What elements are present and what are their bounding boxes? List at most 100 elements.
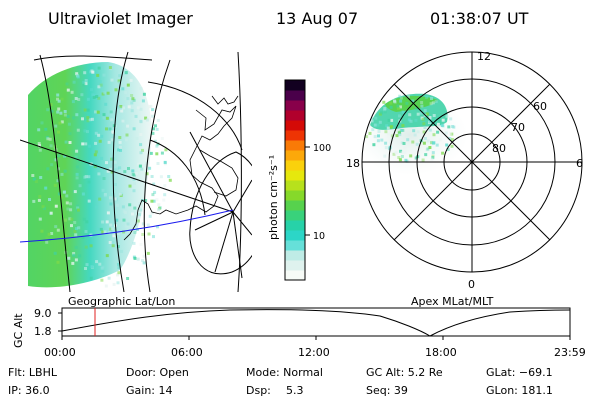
aurora-pixel	[117, 79, 121, 83]
aurora-pixel	[107, 140, 111, 144]
aurora-pixel	[376, 123, 380, 127]
meridian-line	[39, 54, 71, 292]
aurora-pixel	[41, 205, 45, 209]
aurora-pixel	[48, 137, 52, 141]
radial-line	[214, 211, 234, 273]
aurora-pixel	[53, 251, 57, 255]
aurora-pixel	[101, 230, 105, 234]
altitude-curve	[61, 309, 571, 337]
aurora-pixel	[147, 232, 151, 236]
aurora-pixel	[384, 146, 388, 150]
aurora-pixel	[425, 95, 429, 99]
aurora-pixel	[76, 128, 80, 132]
dsp-readout-value: 5.3	[286, 384, 304, 397]
aurora-pixel	[133, 256, 137, 260]
aurora-pixel	[66, 114, 70, 118]
aurora-pixel	[120, 109, 124, 113]
aurora-pixel	[86, 97, 90, 101]
altitude-y-label: GC Alt	[12, 313, 25, 348]
aurora-pixel	[430, 141, 433, 145]
aurora-pixel	[87, 180, 91, 184]
color-bar-cell	[285, 230, 305, 241]
aurora-pixel	[105, 161, 108, 165]
ground-track	[20, 209, 234, 243]
radial-line	[194, 211, 234, 231]
aurora-pixel	[71, 261, 75, 265]
aurora-pixel	[45, 135, 49, 139]
aurora-pixel	[395, 134, 399, 138]
aurora-pixel	[87, 175, 91, 179]
aurora-pixel	[56, 179, 60, 183]
aurora-pixel	[126, 83, 130, 87]
aurora-pixel	[396, 106, 400, 110]
aurora-pixel	[142, 261, 146, 265]
aurora-pixel	[164, 148, 168, 152]
aurora-pixel	[428, 128, 432, 132]
color-bar-cell	[285, 200, 305, 211]
aurora-pixel	[76, 75, 80, 79]
aurora-pixel	[49, 211, 53, 215]
aurora-pixel	[135, 171, 138, 175]
aurora-pixel	[420, 101, 424, 104]
aurora-pixel	[156, 142, 160, 146]
aurora-pixel	[94, 131, 98, 135]
altitude-x-tick-label: 00:00	[44, 346, 76, 359]
aurora-pixel	[414, 107, 418, 111]
aurora-pixel	[44, 186, 48, 190]
aurora-pixel	[54, 124, 58, 128]
aurora-pixel	[81, 117, 84, 121]
aurora-pixel	[141, 233, 145, 236]
aurora-pixel	[132, 98, 136, 102]
aurora-pixel	[404, 158, 408, 162]
aurora-pixel	[424, 153, 428, 157]
color-bar-cell	[285, 90, 305, 101]
aurora-pixel	[56, 110, 60, 114]
aurora-pixel	[125, 138, 128, 142]
aurora-pixel	[426, 147, 430, 151]
aurora-pixel	[121, 87, 125, 91]
aurora-pixel	[373, 123, 377, 127]
glon-readout: GLon: 181.1	[486, 384, 553, 397]
aurora-pixel	[396, 104, 400, 108]
aurora-pixel	[132, 177, 136, 181]
aurora-pixel	[151, 114, 155, 118]
aurora-pixel	[406, 94, 410, 98]
aurora-pixel	[46, 108, 50, 112]
aurora-pixel	[156, 225, 159, 229]
aurora-pixel	[125, 224, 129, 228]
aurora-pixel	[118, 136, 122, 139]
aurora-pixel	[139, 87, 143, 91]
aurora-pixel	[139, 151, 143, 155]
aurora-pixel	[374, 116, 378, 120]
aurora-pixel	[412, 129, 416, 133]
aurora-pixel	[445, 114, 449, 118]
aurora-pixel	[113, 197, 117, 201]
aurora-pixel	[69, 208, 73, 212]
aurora-pixel	[430, 140, 434, 144]
gc-alt-readout: GC Alt: 5.2 Re	[366, 366, 443, 379]
gain-readout: Gain: 14	[126, 384, 173, 397]
aurora-pixel	[450, 144, 454, 148]
aurora-pixel	[56, 260, 60, 264]
aurora-pixel	[149, 151, 153, 155]
aurora-pixel	[37, 198, 41, 202]
aurora-pixel	[74, 245, 78, 249]
aurora-pixel	[94, 150, 98, 154]
aurora-pixel	[76, 206, 80, 210]
aurora-pixel	[88, 118, 92, 122]
aurora-pixel	[140, 167, 144, 171]
aurora-pixel	[93, 153, 97, 157]
aurora-pixel	[148, 166, 152, 170]
aurora-pixel	[91, 93, 95, 97]
altitude-frame	[61, 307, 571, 337]
aurora-pixel	[144, 116, 148, 120]
aurora-pixel	[425, 112, 429, 116]
aurora-pixel	[429, 102, 433, 106]
color-bar-cell	[285, 140, 305, 151]
aurora-pixel	[403, 146, 407, 150]
color-bar-tick-label: 10	[313, 231, 325, 242]
altitude-plot: 9.0 1.8 GC Alt 00:00 06:00 12:00 18:00 2…	[12, 307, 586, 359]
coastline	[199, 149, 239, 197]
aurora-pixel	[73, 230, 77, 233]
